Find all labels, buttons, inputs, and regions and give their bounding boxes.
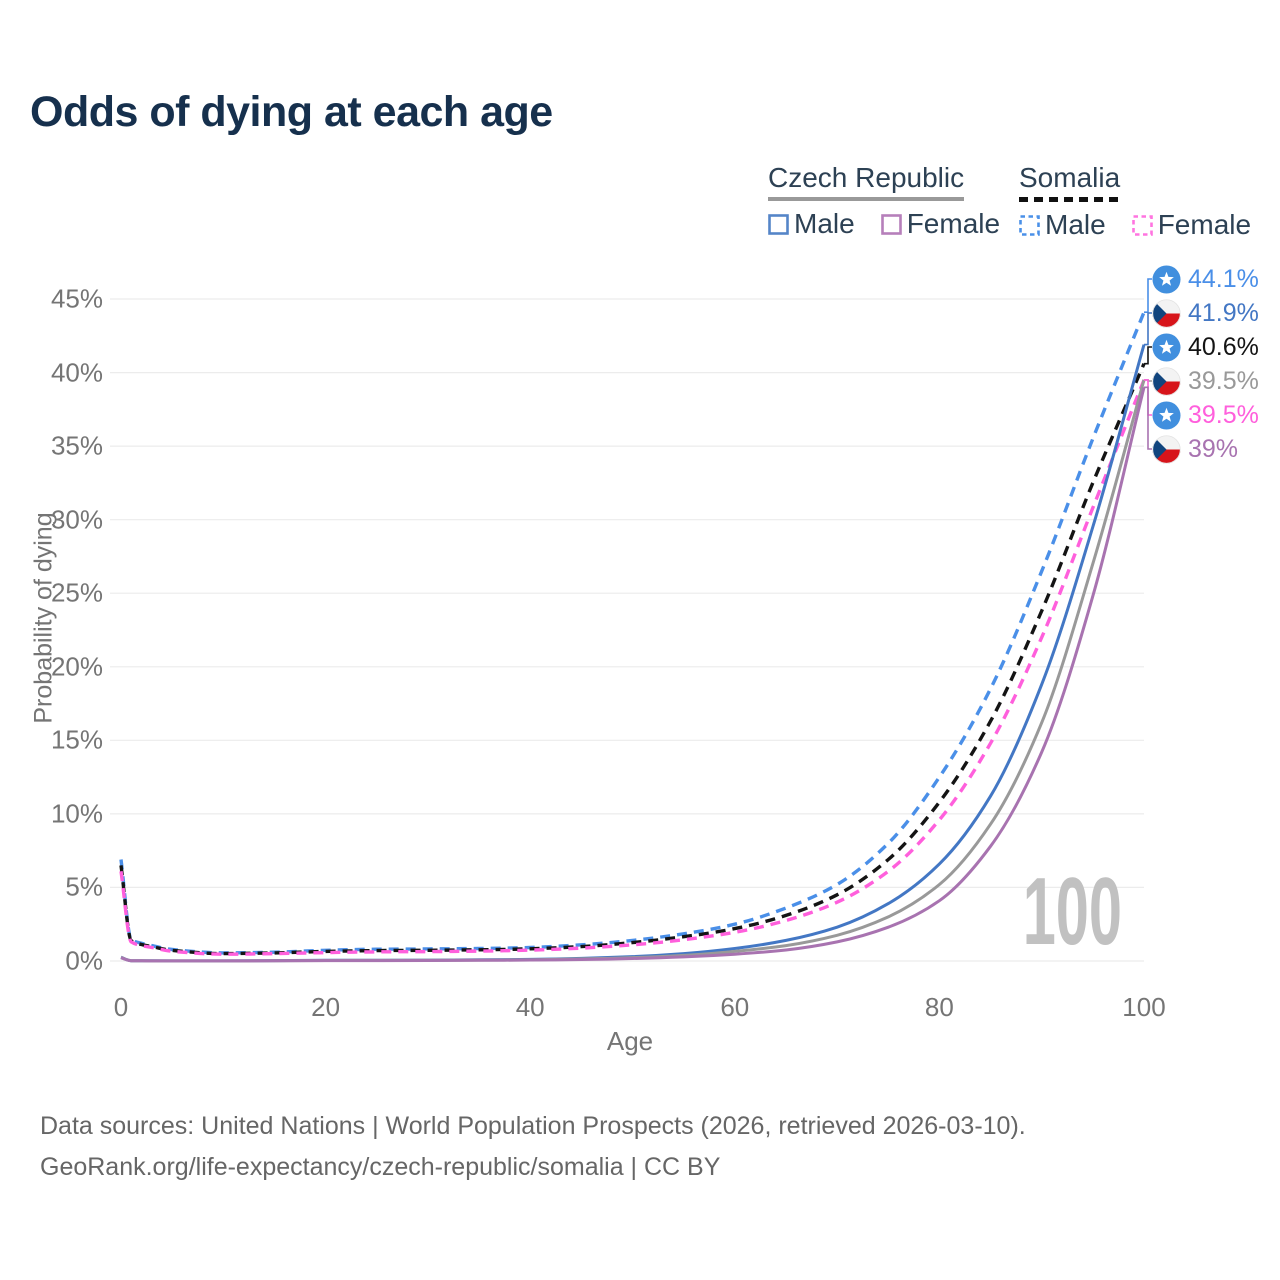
legend-group-somalia-title: Somalia — [1019, 162, 1121, 202]
legend-group-czech-republic-title: Czech Republic — [768, 162, 965, 201]
series-line-czech-republic-both — [120, 379, 1146, 963]
legend-group-somalia-label: Somalia — [1019, 162, 1121, 193]
end-label-somalia-both: 40.6% — [1152, 330, 1259, 364]
legend-items-somalia: Male Female — [1019, 209, 1251, 241]
legend-item-czech-republic-female[interactable]: Female — [880, 208, 1001, 240]
y-tick-35: 35% — [50, 430, 103, 461]
end-label-value: 44.1% — [1188, 264, 1259, 293]
y-tick-10: 10% — [50, 798, 103, 829]
y-tick-45: 45% — [50, 283, 103, 314]
end-label-czech-republic-female: 39% — [1152, 432, 1238, 466]
y-tick-20: 20% — [50, 651, 103, 682]
end-label-value: 39.5% — [1188, 400, 1259, 429]
end-label-leader — [1144, 386, 1152, 450]
y-tick-25: 25% — [50, 577, 103, 608]
series-line-somalia-male — [119, 311, 1146, 955]
somalia-line-style-sample — [1019, 197, 1121, 202]
end-label-value: 39% — [1188, 434, 1239, 463]
end-label-czech-republic-male: 41.9% — [1152, 296, 1259, 330]
legend-item-label: Female — [906, 208, 1001, 239]
y-tick-30: 30% — [50, 504, 103, 535]
series-line-czech-republic-female — [120, 386, 1146, 963]
x-tick-60: 60 — [720, 992, 750, 1022]
end-label-value: 39.5% — [1188, 366, 1259, 395]
legend-swatch — [1131, 214, 1153, 236]
footer-data-sources: Data sources: United Nations | World Pop… — [40, 1112, 1026, 1140]
x-axis-title: Age — [606, 1026, 654, 1056]
somalia-flag-icon — [1152, 264, 1181, 294]
y-tick-15: 15% — [50, 724, 103, 755]
czech-flag-icon — [1152, 298, 1181, 328]
czech-republic-line-style-sample — [768, 197, 965, 201]
end-label-value: 41.9% — [1188, 298, 1259, 327]
czech-flag-icon — [1152, 366, 1181, 396]
legend-item-label: Female — [1157, 209, 1252, 240]
legend-swatch — [768, 213, 789, 235]
y-tick-5: 5% — [65, 871, 103, 902]
end-label-leader — [1144, 278, 1152, 313]
footer-attribution: GeoRank.org/life-expectancy/czech-republ… — [40, 1153, 721, 1181]
end-label-somalia-male: 44.1% — [1152, 262, 1259, 296]
watermark-age-100: 100 — [1022, 858, 1122, 965]
x-tick-20: 20 — [311, 992, 341, 1022]
legend-item-czech-republic-male[interactable]: Male — [768, 208, 855, 240]
y-axis-title: Probability of dying — [29, 512, 58, 724]
legend-item-label: Male — [794, 208, 855, 239]
legend-item-label: Male — [1045, 209, 1106, 240]
y-tick-0: 0% — [65, 945, 103, 976]
x-tick-40: 40 — [515, 992, 545, 1022]
series-line-somalia-both — [119, 363, 1146, 956]
x-tick-80: 80 — [924, 992, 954, 1022]
legend-item-somalia-male[interactable]: Male — [1019, 209, 1106, 241]
page-title: Odds of dying at each age — [30, 88, 553, 136]
somalia-flag-icon — [1152, 332, 1181, 362]
legend-items-czech-republic: Male Female — [768, 208, 1000, 240]
series-line-czech-republic-male — [120, 344, 1146, 963]
legend-swatch — [880, 213, 902, 235]
end-label-somalia-female: 39.5% — [1152, 398, 1259, 432]
legend-swatch — [1019, 214, 1040, 236]
end-label-czech-republic-both: 39.5% — [1152, 364, 1259, 398]
end-label-value: 40.6% — [1188, 332, 1259, 361]
czech-flag-icon — [1152, 434, 1181, 464]
footer: Data sources: United Nations | World Pop… — [40, 1106, 1026, 1188]
series-line-somalia-female — [119, 379, 1146, 956]
y-tick-40: 40% — [50, 357, 103, 388]
somalia-flag-icon — [1152, 400, 1181, 430]
x-tick-0: 0 — [113, 992, 129, 1022]
end-label-leader — [1144, 346, 1152, 365]
x-tick-100: 100 — [1122, 992, 1166, 1022]
end-label-leader — [1144, 312, 1152, 346]
legend-group-somalia: Somalia Male Female — [1019, 162, 1251, 241]
legend-group-czech-republic: Czech Republic Male Female — [768, 162, 1000, 240]
legend-item-somalia-female[interactable]: Female — [1131, 209, 1252, 241]
legend-group-czech-republic-label: Czech Republic — [768, 162, 965, 193]
